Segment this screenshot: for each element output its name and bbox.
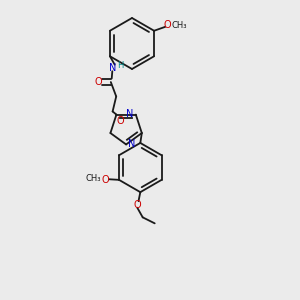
Text: O: O [134, 200, 141, 210]
Text: H: H [118, 61, 124, 70]
Text: CH₃: CH₃ [171, 21, 187, 30]
Text: O: O [102, 175, 109, 185]
Text: N: N [109, 63, 116, 73]
Text: O: O [116, 116, 124, 126]
Text: O: O [164, 20, 171, 30]
Text: N: N [128, 140, 136, 149]
Text: N: N [126, 109, 134, 119]
Text: CH₃: CH₃ [86, 174, 101, 183]
Text: O: O [94, 77, 102, 87]
